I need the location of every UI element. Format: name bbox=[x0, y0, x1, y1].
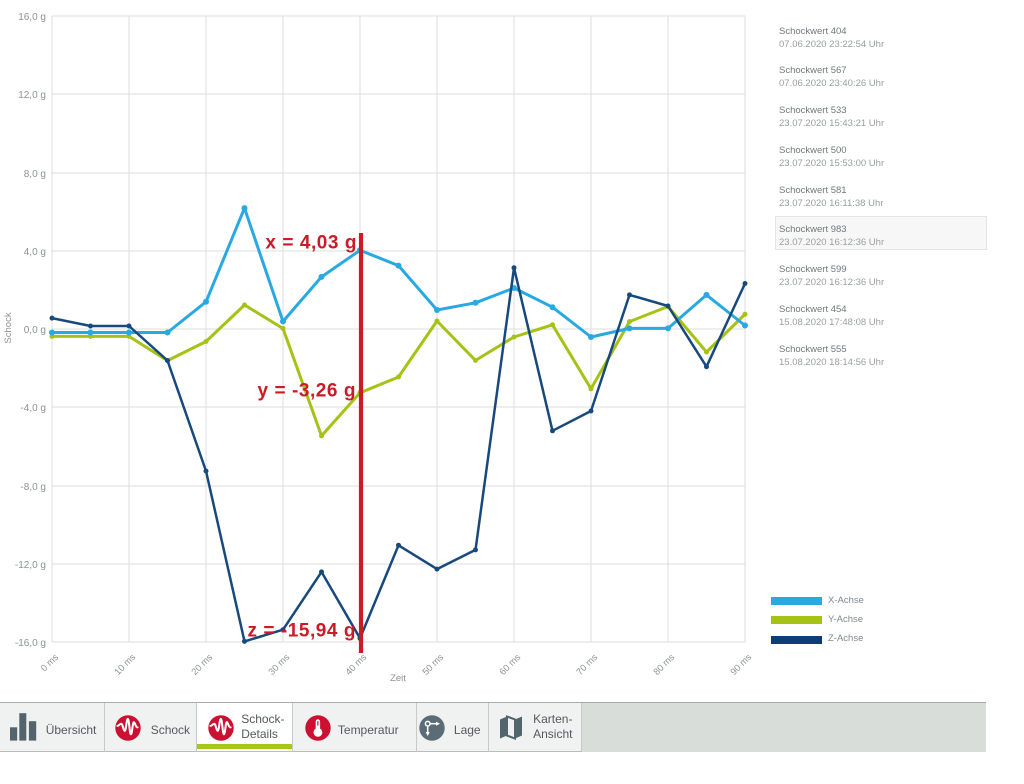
svg-text:-12,0 g: -12,0 g bbox=[15, 560, 46, 571]
svg-text:4,0 g: 4,0 g bbox=[24, 247, 46, 258]
svg-text:x = 4,03 g: x = 4,03 g bbox=[265, 233, 357, 254]
svg-text:0,0 g: 0,0 g bbox=[24, 325, 46, 336]
svg-text:Schock: Schock bbox=[3, 312, 14, 343]
svg-text:8,0 g: 8,0 g bbox=[24, 169, 46, 180]
svg-text:y = -3,26 g: y = -3,26 g bbox=[258, 381, 356, 402]
svg-text:-4,0 g: -4,0 g bbox=[20, 403, 46, 414]
svg-text:-16,0 g: -16,0 g bbox=[15, 638, 46, 649]
svg-text:12,0 g: 12,0 g bbox=[18, 90, 46, 101]
svg-text:z = -15,94 g: z = -15,94 g bbox=[247, 621, 356, 642]
svg-text:-8,0 g: -8,0 g bbox=[20, 482, 46, 493]
svg-text:16,0 g: 16,0 g bbox=[18, 12, 46, 23]
svg-text:Zeit: Zeit bbox=[390, 673, 406, 684]
